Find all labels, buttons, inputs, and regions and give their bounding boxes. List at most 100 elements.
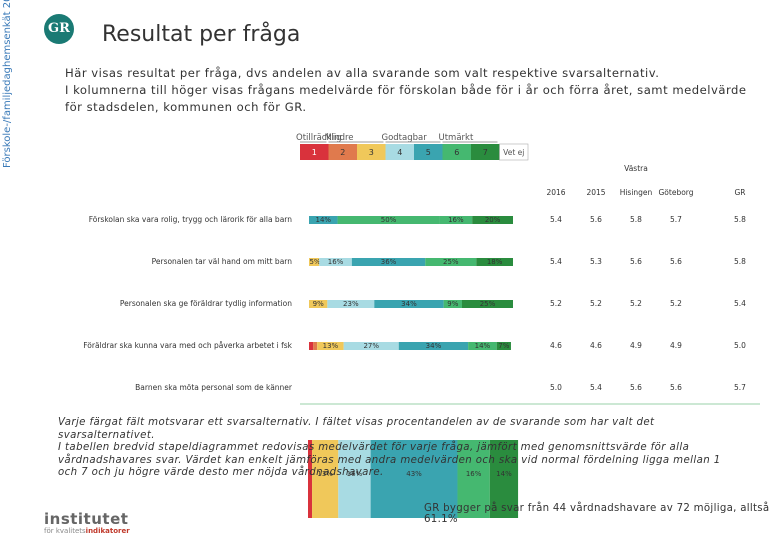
legend-step-label: 7: [483, 148, 488, 157]
bar-segment-label: 27%: [363, 342, 379, 350]
bar-segment-label: 9%: [447, 300, 458, 308]
legend-dont-know-label: Vet ej: [503, 148, 524, 157]
intro-line-2: I kolumnerna till höger visas frågans me…: [65, 83, 747, 114]
footer-line-1: Varje färgat fält motsvarar ett svarsalt…: [58, 417, 655, 441]
bar-segment-label: 16%: [448, 216, 464, 224]
bar-segment: [343, 342, 399, 350]
bar-segment: [309, 342, 314, 350]
mean-value: 5.7: [734, 383, 746, 392]
popup-bar-segment: [338, 440, 371, 518]
bar-segment-label: 25%: [480, 300, 496, 308]
mean-value: 5.7: [670, 215, 682, 224]
legend-step-label: 4: [397, 148, 402, 157]
bar-segment: [319, 258, 352, 266]
column-header: Hisingen: [620, 188, 653, 197]
legend-step-label: 5: [426, 148, 431, 157]
bar-segment: [462, 300, 513, 308]
brand-sub-a: för kvalitets: [44, 527, 86, 535]
mean-value: 5.2: [590, 299, 602, 308]
legend-step-label: 6: [454, 148, 459, 157]
mean-value: 5.8: [734, 215, 746, 224]
popup-bar-label: 13%: [317, 470, 333, 478]
mean-value: 5.4: [734, 299, 746, 308]
bar-segment: [374, 300, 444, 308]
mean-value: 5.0: [550, 383, 562, 392]
legend-step-label: 1: [312, 148, 317, 157]
mean-value: 4.9: [630, 341, 642, 350]
bar-segment: [425, 258, 477, 266]
popup-bar-segment: [457, 440, 490, 518]
question-label: Personalen tar väl hand om mitt barn: [152, 257, 293, 266]
mean-value: 5.6: [590, 215, 602, 224]
popup-bar-segment: [489, 440, 519, 518]
legend-swatch: [471, 144, 500, 160]
legend-swatch: [385, 144, 414, 160]
bar-segment-label: 18%: [487, 258, 503, 266]
popup-bar-segment: [308, 440, 313, 518]
respondents-note: GR bygger på svar från 44 vårdnadshavare…: [424, 503, 770, 525]
column-header: GR: [734, 188, 745, 197]
mean-value: 5.8: [630, 215, 642, 224]
question-label: Förskolan ska vara rolig, trygg och läro…: [89, 215, 293, 224]
mean-value: 5.6: [670, 383, 682, 392]
legend-group-label: Otillräcklig: [296, 133, 342, 143]
bar-segment: [337, 216, 440, 224]
legend-step-label: 2: [340, 148, 345, 157]
legend-swatch: [414, 144, 443, 160]
bar-segment-label: 14%: [475, 342, 491, 350]
intro-text: Här visas resultat per fråga, dvs andele…: [65, 65, 765, 116]
mean-value: 4.6: [550, 341, 562, 350]
question-label: Barnen ska möta personal som de känner: [135, 383, 293, 392]
footer-line-2: I tabellen bredvid stapeldiagrammet redo…: [58, 442, 721, 479]
popup-bar-segment: [312, 440, 339, 518]
bar-segment-label: 36%: [381, 258, 397, 266]
legend-swatch: [442, 144, 471, 160]
mean-value: 5.2: [550, 299, 562, 308]
mean-value: 5.4: [550, 257, 562, 266]
bar-segment-label: 13%: [323, 342, 339, 350]
bar-segment: [351, 258, 426, 266]
bar-segment: [317, 342, 344, 350]
mean-value: 5.6: [630, 257, 642, 266]
bar-segment: [439, 216, 473, 224]
bar-segment-label: 34%: [426, 342, 442, 350]
legend-group-label: Mindre: [325, 133, 354, 143]
bar-segment-label: 5%: [309, 258, 320, 266]
question-label: Föräldrar ska kunna vara med och påverka…: [83, 341, 292, 350]
bar-segment: [472, 216, 513, 224]
intro-line-1: Här visas resultat per fråga, dvs andele…: [65, 66, 660, 80]
column-header: Göteborg: [658, 188, 693, 197]
mean-value: 5.6: [630, 383, 642, 392]
legend-step-label: 3: [369, 148, 374, 157]
bar-segment: [313, 342, 318, 350]
bar-segment-label: 20%: [485, 216, 501, 224]
mean-value: 4.9: [670, 341, 682, 350]
mean-value: 5.2: [630, 299, 642, 308]
brand-sub-b: indikatorer: [85, 527, 130, 535]
bar-segment-label: 16%: [328, 258, 344, 266]
legend-swatch: [300, 144, 329, 160]
bar-segment-label: 9%: [313, 300, 324, 308]
bar-segment-label: 14%: [315, 216, 331, 224]
bar-segment: [468, 342, 497, 350]
bar-segment-label: 34%: [401, 300, 417, 308]
bar-segment: [496, 342, 511, 350]
brand-subtitle: för kvalitetsindikatorer: [44, 527, 130, 535]
mean-value: 5.4: [590, 383, 602, 392]
popup-bar-segment: [370, 440, 458, 518]
bar-segment-label: 50%: [381, 216, 397, 224]
question-label: Personalen ska ge föräldrar tydlig infor…: [120, 299, 292, 308]
popup-bar-label: 43%: [406, 470, 422, 478]
legend-group-label: Utmärkt: [439, 133, 474, 143]
legend-swatch: [328, 144, 357, 160]
popup-bar-label: 16%: [466, 470, 482, 478]
mean-value: 5.8: [734, 257, 746, 266]
mean-value: 5.0: [734, 341, 746, 350]
column-header: Västra: [624, 164, 648, 173]
legend-swatch-dont-know: [499, 143, 529, 161]
bar-segment: [398, 342, 469, 350]
bar-segment: [327, 300, 375, 308]
bar-segment-label: 25%: [443, 258, 459, 266]
page-title: Resultat per fråga: [102, 22, 301, 47]
bar-segment-label: 7%: [498, 342, 509, 350]
